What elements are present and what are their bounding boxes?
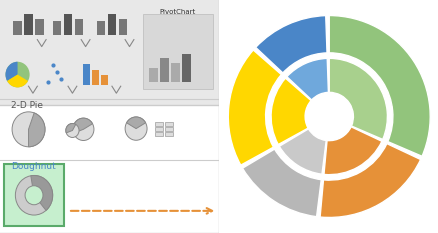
Bar <box>154 127 163 131</box>
Wedge shape <box>28 113 45 147</box>
Bar <box>182 54 191 82</box>
Wedge shape <box>73 118 92 133</box>
Bar <box>171 63 180 82</box>
Wedge shape <box>328 16 429 156</box>
Wedge shape <box>31 175 53 210</box>
Wedge shape <box>126 117 145 129</box>
Bar <box>142 14 212 89</box>
Wedge shape <box>319 144 420 217</box>
Bar <box>83 64 90 85</box>
Bar <box>64 14 72 35</box>
Bar <box>35 19 44 35</box>
Bar <box>107 14 116 35</box>
Circle shape <box>304 92 353 141</box>
Wedge shape <box>271 78 311 144</box>
Bar <box>0 0 219 105</box>
Wedge shape <box>7 75 28 87</box>
Text: PivotChart: PivotChart <box>159 9 195 15</box>
Circle shape <box>6 62 30 87</box>
Wedge shape <box>228 50 281 165</box>
Wedge shape <box>328 58 386 139</box>
Bar <box>118 19 127 35</box>
Bar <box>101 75 107 85</box>
Circle shape <box>25 186 43 205</box>
Circle shape <box>66 123 79 137</box>
Bar <box>160 58 169 82</box>
Wedge shape <box>323 127 381 175</box>
Wedge shape <box>5 62 18 81</box>
Text: Doughnut: Doughnut <box>11 162 56 171</box>
Wedge shape <box>279 129 325 174</box>
Bar <box>164 122 173 126</box>
Bar <box>53 21 61 35</box>
Wedge shape <box>66 123 76 133</box>
Bar <box>164 132 173 136</box>
Bar <box>154 132 163 136</box>
Bar <box>74 19 83 35</box>
Bar <box>4 164 64 226</box>
Bar <box>96 21 105 35</box>
Circle shape <box>15 175 53 215</box>
Circle shape <box>125 117 147 140</box>
Circle shape <box>12 112 45 147</box>
Bar <box>154 122 163 126</box>
Bar <box>24 14 33 35</box>
Circle shape <box>73 118 94 140</box>
Bar <box>13 21 22 35</box>
Text: 2-D Pie: 2-D Pie <box>11 101 43 110</box>
Wedge shape <box>242 149 321 217</box>
Bar <box>164 127 173 131</box>
Wedge shape <box>286 58 328 100</box>
Wedge shape <box>255 16 326 73</box>
Bar <box>92 70 99 85</box>
Bar <box>149 68 158 82</box>
